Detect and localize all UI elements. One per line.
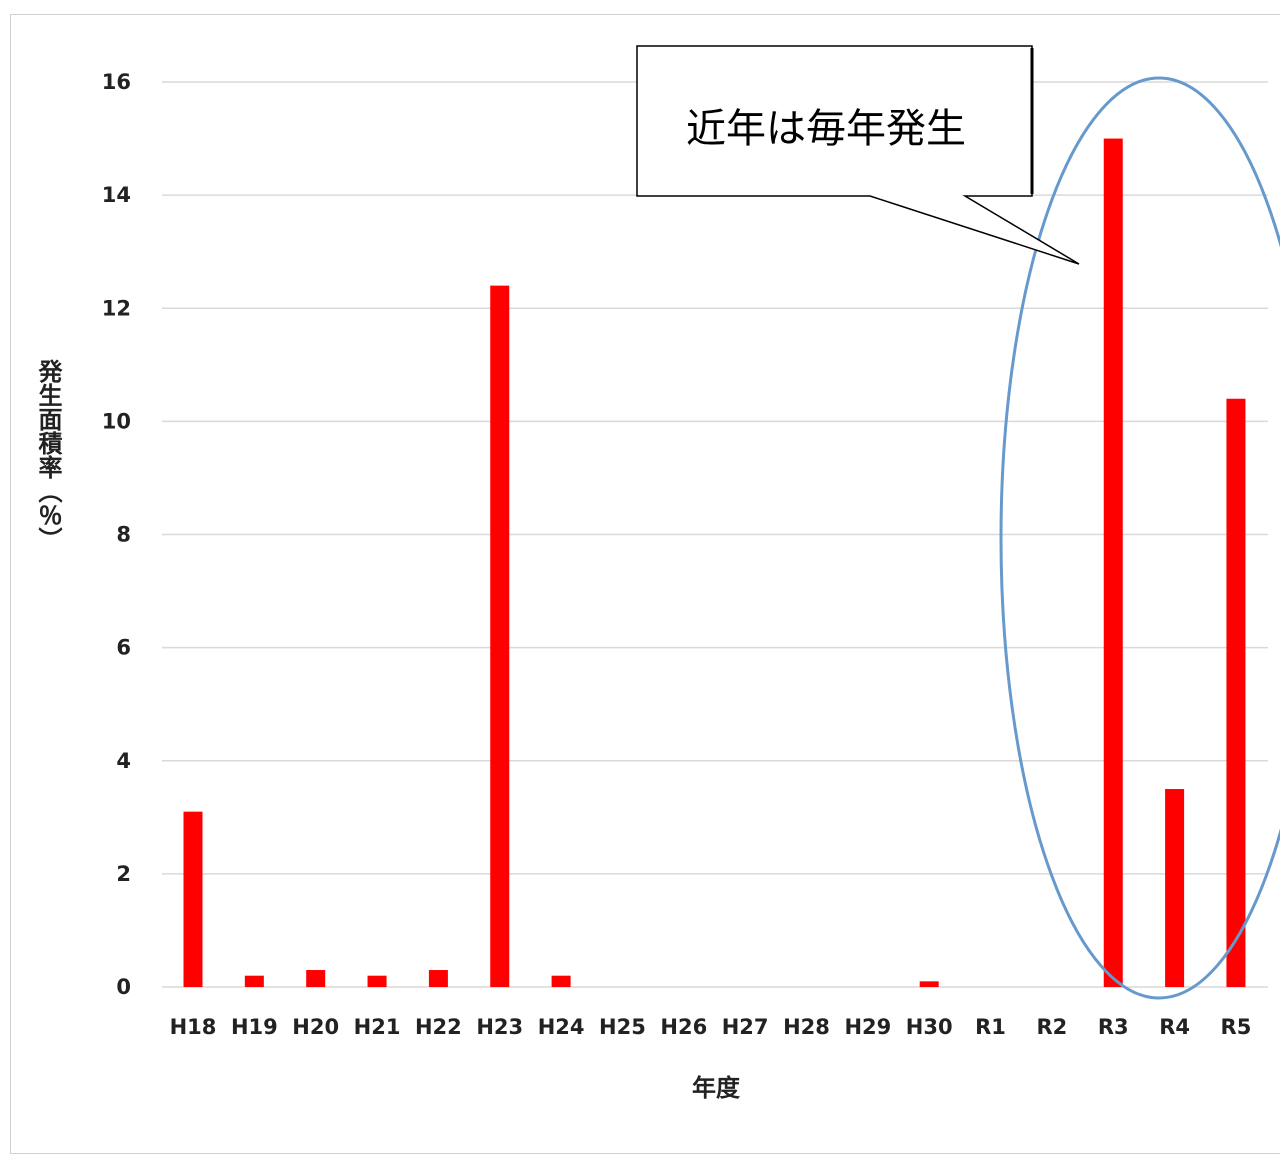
bar-H24 <box>551 975 571 987</box>
x-tick-label: H24 <box>538 1015 585 1039</box>
x-tick-label: H20 <box>292 1015 339 1039</box>
x-tick-label: H21 <box>354 1015 401 1039</box>
callout-box <box>636 45 1080 265</box>
y-tick-label: 8 <box>116 523 131 547</box>
x-tick-label: H23 <box>476 1015 523 1039</box>
bar-R3 <box>1103 138 1123 987</box>
callout: 近年は毎年発生 <box>636 45 1080 265</box>
y-tick-label: 6 <box>116 636 131 660</box>
x-tick-label: H22 <box>415 1015 462 1039</box>
x-tick-label: H28 <box>783 1015 830 1039</box>
y-axis-title: 発生面積率（％） <box>34 358 63 551</box>
bar-H21 <box>367 975 387 987</box>
x-tick-label: R5 <box>1221 1015 1252 1039</box>
x-tick-label: H25 <box>599 1015 646 1039</box>
x-tick-label: H27 <box>722 1015 769 1039</box>
x-tick-label: H26 <box>660 1015 707 1039</box>
bar-H23 <box>490 285 510 987</box>
y-tick-label: 10 <box>102 409 131 433</box>
y-tick-label: 16 <box>102 70 131 94</box>
x-tick-label: R1 <box>975 1015 1006 1039</box>
bar-H18 <box>183 811 203 987</box>
x-axis-title: 年度 <box>692 1074 741 1102</box>
bar-H20 <box>306 970 326 987</box>
x-tick-label: H29 <box>844 1015 891 1039</box>
x-axis-ticks: H18 H19 H20 H21 H22 H23 H24 H25 H26 H27 H28 H29 H30 R… <box>170 1015 1252 1039</box>
x-tick-label: H19 <box>231 1015 278 1039</box>
x-tick-label: H18 <box>170 1015 217 1039</box>
y-tick-label: 12 <box>102 296 131 320</box>
highlight-ellipse <box>999 76 1280 1000</box>
bars <box>183 138 1246 987</box>
x-tick-label: H30 <box>906 1015 953 1039</box>
bar-H30 <box>919 981 939 987</box>
x-tick-label: R3 <box>1098 1015 1129 1039</box>
y-tick-label: 14 <box>102 183 131 207</box>
x-tick-label: R4 <box>1159 1015 1190 1039</box>
bar-R4 <box>1165 789 1185 987</box>
y-tick-label: 4 <box>116 749 131 773</box>
gridlines <box>162 81 1268 988</box>
y-tick-label: 0 <box>116 975 131 999</box>
bar-H19 <box>244 975 264 987</box>
bar-chart: 0 2 4 6 8 10 12 14 16 H18 H19 H20 H21 H22 H23 H24 H25 H2… <box>34 45 1280 1102</box>
callout-text: 近年は毎年発生 <box>686 106 966 152</box>
y-axis-ticks: 0 2 4 6 8 10 12 14 16 <box>102 70 131 999</box>
bar-H22 <box>428 970 448 987</box>
y-tick-label: 2 <box>116 862 131 886</box>
x-tick-label: R2 <box>1037 1015 1068 1039</box>
bar-R5 <box>1226 398 1246 987</box>
